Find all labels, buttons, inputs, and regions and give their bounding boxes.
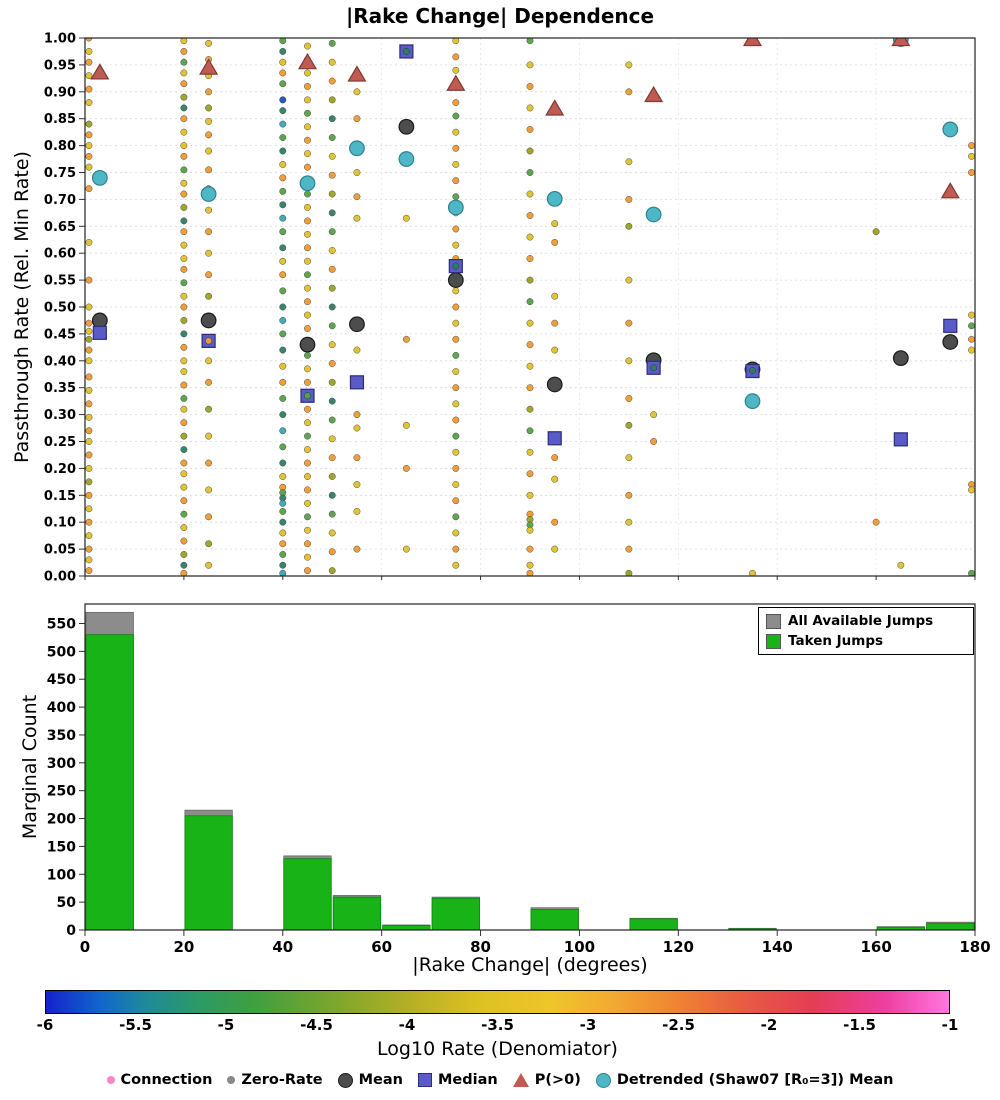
svg-text:350: 350 xyxy=(47,728,76,744)
legend-item-label: P(>0) xyxy=(534,1072,581,1088)
svg-text:160: 160 xyxy=(860,938,891,956)
marker-legend: Connection Zero-Rate Mean Median P(>0) Detren… xyxy=(0,1072,1000,1088)
scatter-panel-border xyxy=(84,37,976,577)
svg-text:180: 180 xyxy=(959,938,990,956)
scatter-y-axis-label: Passthrough Rate (Rel. Min Rate) xyxy=(11,151,33,463)
histogram-axes: 0 50 100 150 200 250 300 350 400 450 500 550 0 20 40 60… xyxy=(47,617,991,956)
svg-text:0.85: 0.85 xyxy=(44,112,76,127)
svg-text:100: 100 xyxy=(47,867,76,883)
svg-text:0.15: 0.15 xyxy=(44,489,76,504)
bar-y-axis-label: Marginal Count xyxy=(19,694,41,840)
svg-text:0.10: 0.10 xyxy=(44,516,76,531)
scatter-grid: 0.00 0.05 0.10 0.15 0.20 0.25 0.30 0.35 0.40 0.45… xyxy=(44,32,976,585)
legend-item-mean: Mean xyxy=(337,1072,403,1088)
svg-text:80: 80 xyxy=(470,938,491,956)
svg-text:250: 250 xyxy=(47,784,76,800)
svg-text:0.95: 0.95 xyxy=(44,58,76,73)
legend-item-label: Detrended (Shaw07 [R₀=3]) Mean xyxy=(616,1072,894,1088)
p-gt-0-marker-icon xyxy=(512,1073,529,1087)
svg-text:0.25: 0.25 xyxy=(44,435,76,450)
histogram-panel-border xyxy=(84,603,976,931)
connection-marker-icon xyxy=(106,1076,115,1084)
svg-text:60: 60 xyxy=(371,938,392,956)
svg-text:0.20: 0.20 xyxy=(44,462,76,477)
histogram-bars xyxy=(85,611,975,931)
svg-text:0.35: 0.35 xyxy=(44,381,76,396)
svg-text:200: 200 xyxy=(47,812,76,828)
legend-item-detrended: Detrended (Shaw07 [R₀=3]) Mean xyxy=(595,1072,894,1088)
figure-title: |Rake Change| Dependence xyxy=(345,4,655,28)
svg-text:0.45: 0.45 xyxy=(44,327,76,342)
svg-text:0: 0 xyxy=(66,923,76,939)
legend-item-connection: Connection xyxy=(106,1072,213,1088)
svg-text:0.05: 0.05 xyxy=(44,543,76,558)
mean-marker-icon xyxy=(337,1072,353,1088)
taken-jumps-swatch-icon xyxy=(766,633,781,649)
svg-text:20: 20 xyxy=(173,938,194,956)
median-marker-icon xyxy=(417,1073,432,1087)
svg-text:120: 120 xyxy=(663,938,694,956)
detrended-marker-icon xyxy=(595,1072,611,1088)
legend-item-all-available-jumps: All Available Jumps xyxy=(766,613,966,629)
svg-text:550: 550 xyxy=(47,617,76,633)
legend-item-label: Zero-Rate xyxy=(241,1072,323,1088)
svg-text:0.50: 0.50 xyxy=(44,301,76,316)
legend-item-zero-rate: Zero-Rate xyxy=(227,1072,323,1088)
svg-text:0.60: 0.60 xyxy=(44,247,76,262)
scatter-points xyxy=(85,38,975,576)
svg-text:1.00: 1.00 xyxy=(44,32,76,47)
svg-text:0.40: 0.40 xyxy=(44,354,76,369)
svg-text:0.90: 0.90 xyxy=(44,85,76,100)
legend-item-taken-jumps: Taken Jumps xyxy=(766,633,966,649)
svg-text:140: 140 xyxy=(762,938,793,956)
svg-text:0.80: 0.80 xyxy=(44,139,76,154)
legend-item-label: All Available Jumps xyxy=(788,613,934,629)
legend-item-label: Connection xyxy=(120,1072,213,1088)
svg-text:150: 150 xyxy=(47,839,76,855)
svg-text:400: 400 xyxy=(47,700,76,716)
svg-text:100: 100 xyxy=(564,938,595,956)
svg-text:0.55: 0.55 xyxy=(44,274,76,289)
svg-text:0.70: 0.70 xyxy=(44,193,76,208)
svg-text:0.30: 0.30 xyxy=(44,408,76,423)
zero-rate-marker-icon xyxy=(227,1076,236,1084)
svg-text:40: 40 xyxy=(272,938,293,956)
legend-item-median: Median xyxy=(417,1072,498,1088)
legend-item-label: Mean xyxy=(358,1072,403,1088)
x-axis-label: |Rake Change| (degrees) xyxy=(412,954,648,976)
svg-text:0.75: 0.75 xyxy=(44,166,76,181)
legend-item-label: Taken Jumps xyxy=(788,633,884,649)
bar-legend: All Available Jumps Taken Jumps xyxy=(758,607,974,655)
svg-text:0.00: 0.00 xyxy=(44,570,76,585)
svg-text:50: 50 xyxy=(57,895,77,911)
all-jumps-swatch-icon xyxy=(766,613,781,629)
legend-item-p-gt-0: P(>0) xyxy=(512,1072,581,1088)
colorbar-gradient xyxy=(45,990,950,1014)
svg-text:0: 0 xyxy=(80,938,90,956)
colorbar-label: Log10 Rate (Denomiator) xyxy=(377,1038,618,1060)
legend-item-label: Median xyxy=(437,1072,498,1088)
svg-text:300: 300 xyxy=(47,756,76,772)
svg-text:500: 500 xyxy=(47,644,76,660)
svg-text:450: 450 xyxy=(47,672,76,688)
svg-text:0.65: 0.65 xyxy=(44,220,76,235)
